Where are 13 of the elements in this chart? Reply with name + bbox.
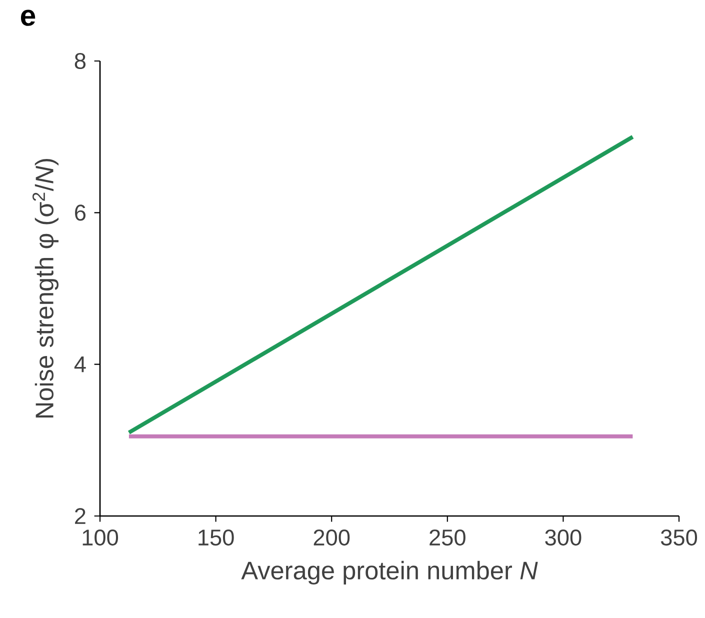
y-tick-label: 8 xyxy=(74,52,86,70)
x-tick-label: 200 xyxy=(314,530,350,546)
x-axis-title: Average protein number N xyxy=(241,560,538,585)
x-tick-label: 350 xyxy=(660,530,698,546)
text: e xyxy=(20,10,36,26)
y-tick-label: 2 xyxy=(75,508,86,524)
x-tick-label: 250 xyxy=(430,530,466,546)
x-tick-label: 300 xyxy=(545,530,582,546)
y-tick-label: 4 xyxy=(74,356,86,372)
x-tick-label: 100 xyxy=(82,530,118,546)
y-tick-label: 6 xyxy=(75,204,86,221)
y-axis-title: Noise strength φ (σ$^{2}$/N) xyxy=(32,158,58,418)
x-tick-label: 150 xyxy=(198,530,234,546)
